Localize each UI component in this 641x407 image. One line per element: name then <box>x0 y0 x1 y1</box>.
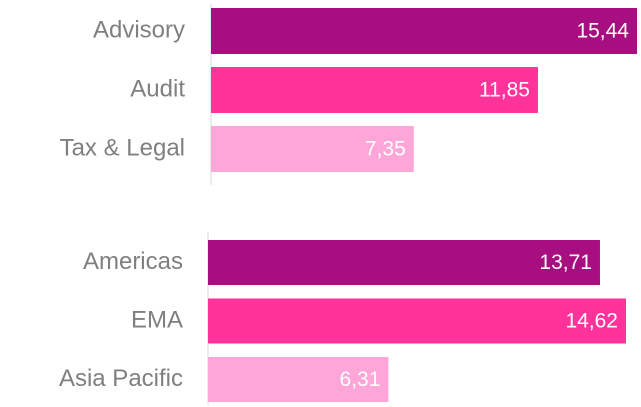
value-label: 14,62 <box>565 310 618 333</box>
category-label: Advisory <box>93 16 185 43</box>
value-label: 13,71 <box>539 251 592 274</box>
category-label: Tax & Legal <box>60 134 185 161</box>
value-label: 7,35 <box>365 138 406 161</box>
value-label: 6,31 <box>340 368 381 391</box>
value-label: 15,44 <box>576 20 629 43</box>
bar <box>211 126 414 172</box>
category-label: Americas <box>83 248 183 275</box>
value-label: 11,85 <box>479 79 530 102</box>
category-label: Audit <box>130 75 185 102</box>
category-label: EMA <box>131 306 183 333</box>
bar <box>211 8 637 54</box>
bar <box>211 67 538 113</box>
category-label: Asia Pacific <box>59 365 183 392</box>
bar <box>208 357 389 402</box>
bar <box>208 240 600 285</box>
bar <box>208 298 626 344</box>
